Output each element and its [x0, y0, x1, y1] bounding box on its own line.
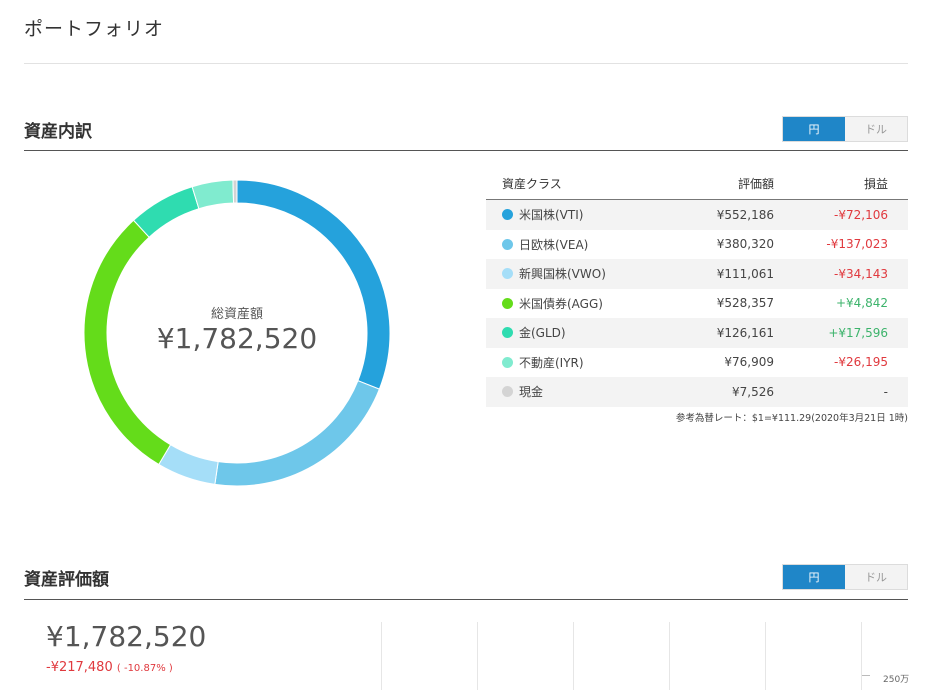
chart-gridline	[573, 622, 574, 690]
asset-class-name: 金(GLD)	[519, 326, 566, 341]
header-value: 評価額	[737, 177, 774, 191]
legend-dot-icon	[502, 297, 513, 309]
donut-slice	[191, 179, 235, 210]
asset-class-name: 新興国株(VWO)	[519, 267, 606, 282]
breakdown-yen-button[interactable]: 円	[783, 117, 845, 141]
table-row: 不動産(IYR) ¥76,909 -¥26,195	[486, 348, 908, 378]
asset-class-cell: 米国株(VTI)	[486, 206, 716, 223]
value-cell: ¥126,161	[716, 325, 774, 340]
y-axis-label: 250万	[883, 675, 910, 685]
valuation-total: ¥1,782,520	[46, 620, 207, 653]
chart-gridline	[765, 622, 766, 690]
table-row: 現金 ¥7,526 -	[486, 377, 908, 407]
donut-total: ¥1,782,520	[156, 322, 318, 355]
chart-gridline	[861, 622, 862, 690]
asset-class-name: 現金	[519, 385, 544, 400]
asset-class-cell: 新興国株(VWO)	[486, 265, 716, 282]
valuation-section-title: 資産評価額	[24, 570, 109, 590]
legend-dot-icon	[502, 356, 513, 368]
pl-cell: +¥17,596	[828, 325, 888, 340]
pl-cell: -¥72,106	[834, 207, 888, 222]
table-row: 新興国株(VWO) ¥111,061 -¥34,143	[486, 259, 908, 289]
table-row: 日欧株(VEA) ¥380,320 -¥137,023	[486, 230, 908, 260]
legend-dot-icon	[502, 327, 513, 339]
page-title: ポートフォリオ	[24, 18, 165, 40]
valuation-change-percent: ( -10.87% )	[116, 663, 173, 674]
valuation-dollar-button[interactable]: ドル	[845, 565, 907, 589]
section-divider	[24, 599, 908, 600]
asset-class-cell: 金(GLD)	[486, 324, 716, 341]
section-divider	[24, 150, 908, 151]
asset-donut-chart	[83, 179, 391, 487]
legend-dot-icon	[502, 238, 513, 250]
breakdown-currency-toggle: 円 ドル	[782, 116, 908, 142]
asset-class-cell: 日欧株(VEA)	[486, 236, 716, 253]
divider	[24, 63, 908, 64]
donut-caption: 総資産額	[210, 307, 263, 322]
header-asset-class: 資産クラス	[502, 177, 562, 191]
table-header: 資産クラス 評価額 損益	[486, 168, 908, 200]
legend-dot-icon	[502, 209, 513, 221]
donut-slice	[132, 186, 200, 238]
asset-class-name: 米国債券(AGG)	[519, 296, 603, 311]
exchange-rate-note: 参考為替レート：$1=¥111.29(2020年3月21日 1時)	[675, 413, 908, 424]
chart-gridline	[669, 622, 670, 690]
valuation-change: -¥217,480 ( -10.87% )	[46, 660, 173, 675]
value-cell: ¥552,186	[716, 207, 774, 222]
table-row: 金(GLD) ¥126,161 +¥17,596	[486, 318, 908, 348]
valuation-yen-button[interactable]: 円	[783, 565, 845, 589]
breakdown-dollar-button[interactable]: ドル	[845, 117, 907, 141]
asset-class-name: 不動産(IYR)	[519, 355, 584, 370]
asset-class-name: 日欧株(VEA)	[519, 237, 589, 252]
value-cell: ¥528,357	[716, 296, 774, 311]
asset-class-table: 資産クラス 評価額 損益 米国株(VTI) ¥552,186 -¥72,106 日欧株…	[486, 168, 908, 407]
table-row: 米国債券(AGG) ¥528,357 +¥4,842	[486, 289, 908, 319]
header-pl: 損益	[863, 177, 888, 191]
value-cell: ¥380,320	[716, 237, 774, 252]
donut-slice	[232, 179, 238, 204]
asset-class-name: 米国株(VTI)	[519, 208, 584, 223]
donut-slice	[236, 179, 391, 390]
pl-cell: -	[883, 384, 888, 399]
asset-class-cell: 不動産(IYR)	[486, 354, 716, 371]
asset-class-cell: 米国債券(AGG)	[486, 295, 716, 312]
pl-cell: -¥137,023	[826, 237, 888, 252]
pl-cell: +¥4,842	[835, 296, 888, 311]
pl-cell: -¥34,143	[834, 266, 888, 281]
pl-cell: -¥26,195	[834, 355, 888, 370]
asset-class-cell: 現金	[486, 383, 716, 400]
value-cell: ¥7,526	[732, 384, 774, 399]
chart-gridline	[381, 622, 382, 690]
valuation-change-amount: -¥217,480	[46, 660, 113, 675]
axis-tick	[862, 675, 870, 676]
value-cell: ¥76,909	[724, 355, 774, 370]
legend-dot-icon	[502, 268, 513, 280]
table-row: 米国株(VTI) ¥552,186 -¥72,106	[486, 200, 908, 230]
chart-gridline	[477, 622, 478, 690]
donut-slice	[158, 444, 219, 485]
legend-dot-icon	[502, 386, 513, 398]
donut-slice	[214, 380, 380, 487]
breakdown-section-title: 資産内訳	[24, 122, 92, 142]
valuation-currency-toggle: 円 ドル	[782, 564, 908, 590]
value-cell: ¥111,061	[716, 266, 774, 281]
